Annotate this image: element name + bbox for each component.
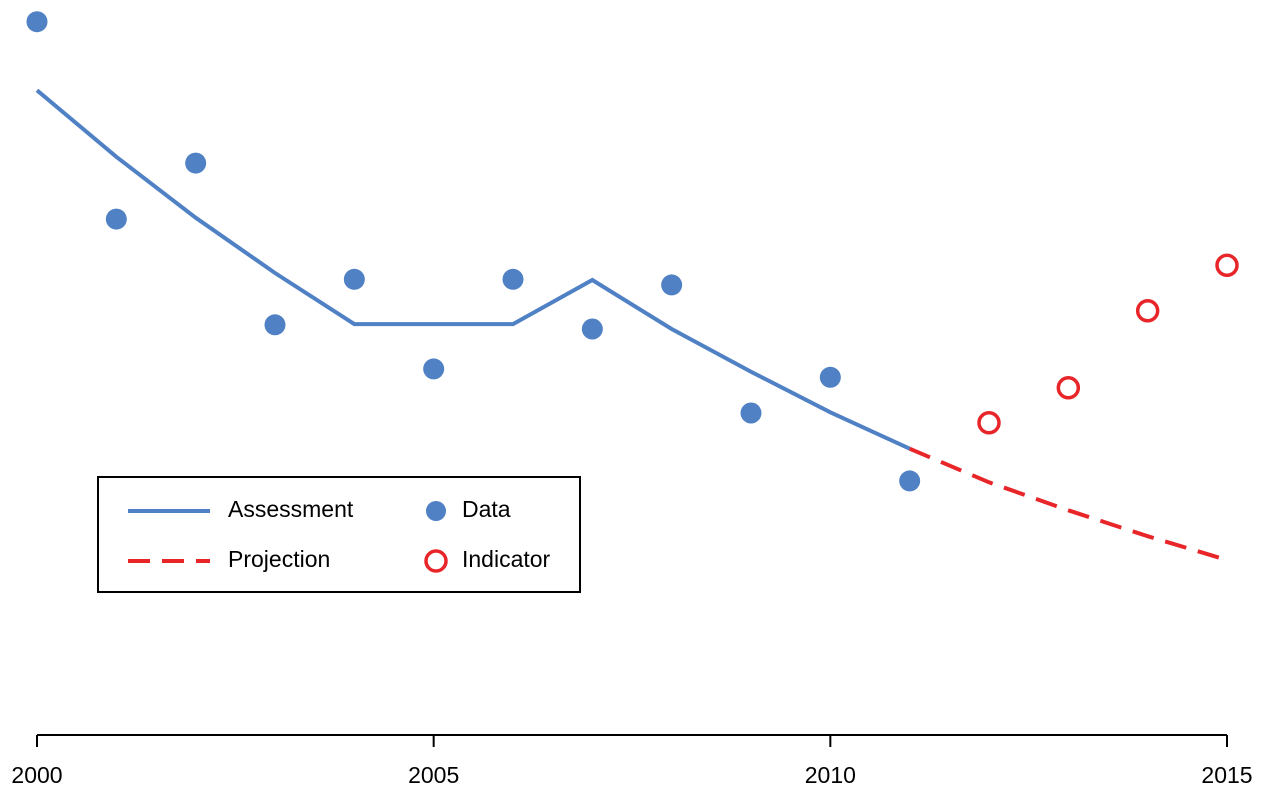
data-point — [661, 274, 683, 296]
data-point — [1135, 299, 1160, 323]
x-tick-label: 2005 — [408, 762, 459, 788]
legend-label: Indicator — [462, 546, 551, 572]
data-point — [423, 358, 445, 380]
data-point — [581, 318, 603, 340]
data-point — [502, 268, 524, 290]
data-point — [1056, 376, 1081, 400]
series-line — [908, 446, 1228, 562]
data-point — [1215, 253, 1239, 278]
data-point — [185, 152, 207, 174]
series-line — [35, 88, 911, 451]
x-tick-label: 2015 — [1201, 762, 1252, 788]
data-point — [977, 411, 1001, 435]
data-point — [343, 268, 365, 290]
legend-symbol — [426, 501, 446, 521]
x-tick-label: 2000 — [11, 762, 62, 788]
data-point — [740, 402, 762, 424]
x-tick-label: 2010 — [805, 762, 856, 788]
data-point — [26, 11, 48, 33]
data-point — [105, 208, 127, 230]
data-point — [264, 314, 286, 336]
data-point — [819, 366, 841, 388]
legend-box — [97, 476, 581, 593]
legend-label: Assessment — [228, 496, 354, 522]
legend-symbol — [424, 549, 448, 573]
data-point — [899, 470, 921, 492]
legend-label: Data — [462, 496, 511, 522]
legend-label: Projection — [228, 546, 330, 572]
